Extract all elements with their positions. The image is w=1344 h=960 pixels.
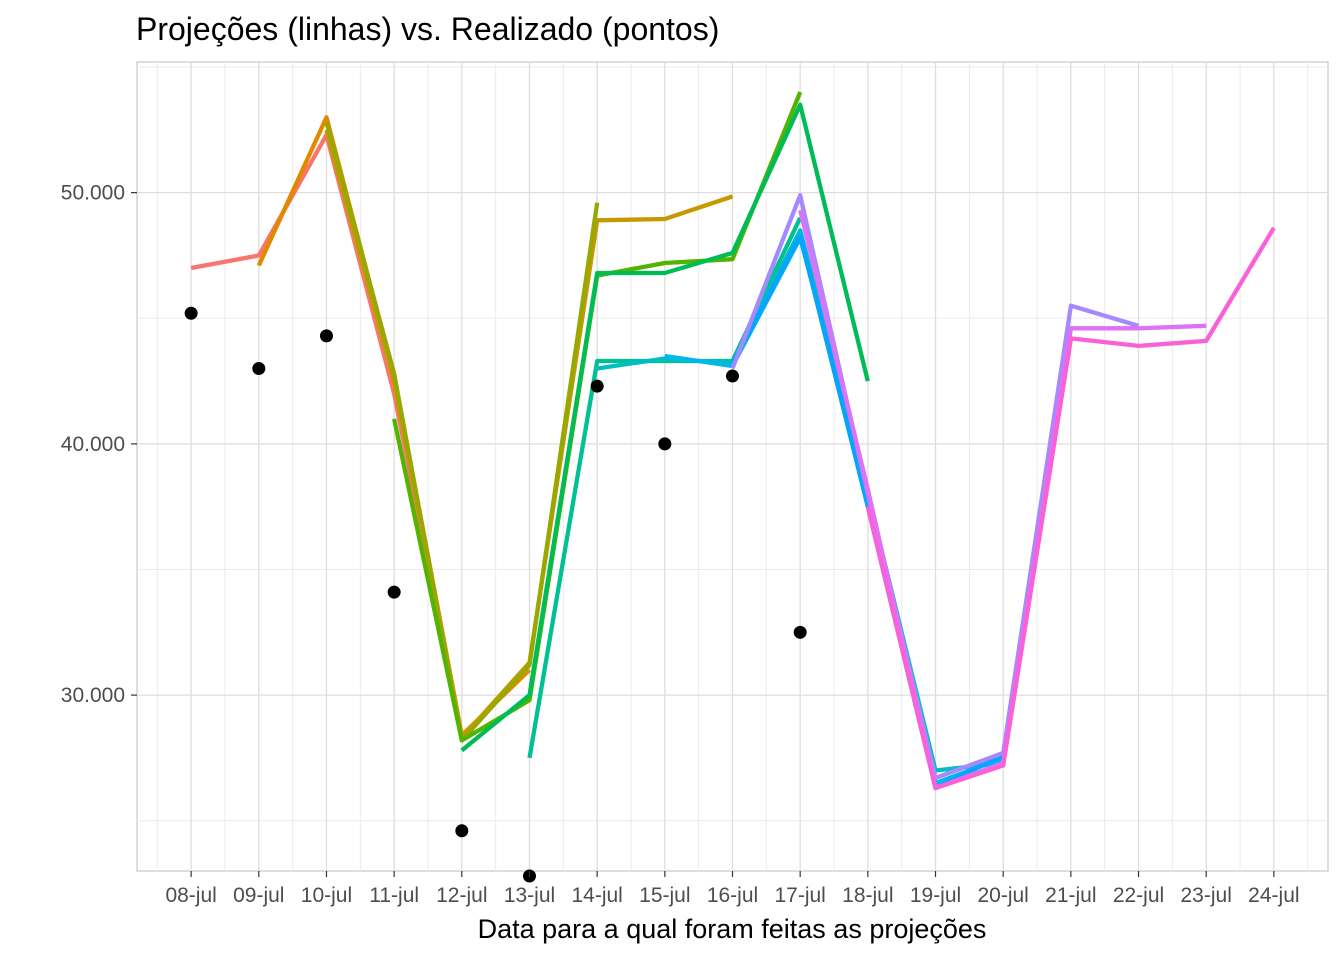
x-tick-label: 16-jul	[707, 884, 758, 907]
x-tick-label: 22-jul	[1113, 884, 1164, 907]
actual-point	[726, 369, 739, 383]
x-tick-label: 23-jul	[1181, 884, 1232, 907]
projection-line-6	[460, 102, 870, 753]
actual-point	[319, 329, 333, 343]
actual-point	[793, 625, 807, 639]
x-tick-label: 08-jul	[165, 884, 216, 907]
y-tick-label: 40.000	[61, 433, 125, 456]
actual-point	[252, 362, 266, 376]
x-tick-label: 12-jul	[436, 884, 487, 907]
x-tick-label: 14-jul	[571, 884, 622, 907]
actual-point	[184, 306, 198, 320]
y-axis: 30.000 40.000 50.000	[61, 182, 137, 707]
x-tick-label: 18-jul	[842, 884, 893, 907]
x-axis-label: Data para a qual foram feitas as projeçõ…	[478, 914, 987, 944]
x-tick-label: 15-jul	[639, 884, 690, 907]
x-tick-label: 09-jul	[233, 884, 284, 907]
actual-point	[658, 437, 672, 451]
x-tick-label: 20-jul	[977, 884, 1028, 907]
actual-point	[590, 379, 604, 393]
x-tick-label: 11-jul	[369, 884, 419, 907]
x-tick-label: 10-jul	[301, 884, 352, 907]
actual-point	[387, 585, 401, 599]
y-tick-label: 50.000	[61, 182, 125, 205]
x-axis: 08-jul 09-jul 10-jul 11-jul 12-jul 13-jul 14-j…	[165, 871, 1300, 907]
x-tick-label: 17-jul	[774, 884, 825, 907]
x-tick-label: 24-jul	[1248, 884, 1299, 907]
x-tick-label: 13-jul	[504, 884, 555, 907]
actual-points	[184, 306, 807, 883]
projection-line-11	[730, 193, 1140, 781]
major-gridlines	[137, 62, 1328, 871]
actual-point	[455, 824, 469, 838]
x-tick-label: 19-jul	[910, 884, 961, 907]
x-tick-label: 21-jul	[1045, 884, 1096, 907]
chart-title: Projeções (linhas) vs. Realizado (pontos…	[136, 11, 719, 47]
projection-line-13	[865, 226, 1276, 791]
y-tick-label: 30.000	[61, 684, 125, 707]
projection-lines	[190, 91, 1276, 791]
